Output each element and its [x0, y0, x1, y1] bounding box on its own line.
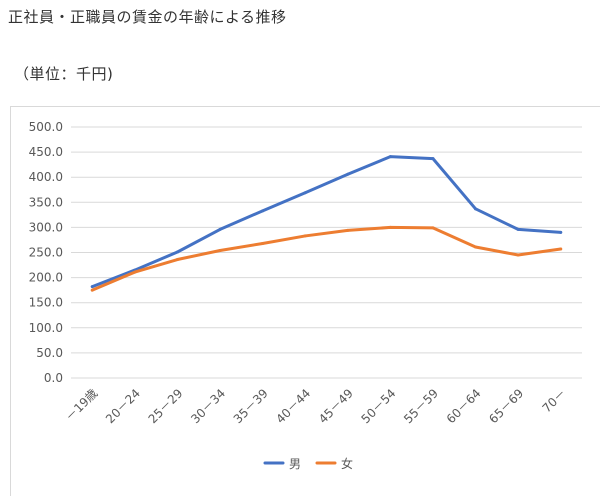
x-tick-label: 30－34 — [188, 386, 228, 426]
data-point — [474, 245, 478, 249]
y-tick-label: 200.0 — [29, 271, 63, 285]
data-point — [218, 227, 222, 231]
x-tick-label: 70－ — [540, 386, 569, 415]
y-tick-label: 250.0 — [29, 246, 63, 260]
y-tick-label: 50.0 — [36, 346, 63, 360]
data-point — [218, 248, 222, 252]
y-tick-label: 0.0 — [44, 371, 63, 385]
y-tick-label: 150.0 — [29, 296, 63, 310]
data-point — [346, 172, 350, 176]
data-point — [474, 207, 478, 211]
y-tick-label: 450.0 — [29, 145, 63, 159]
legend-label: 女 — [341, 456, 353, 471]
data-point — [516, 253, 520, 257]
x-tick-label: －19歳 — [63, 386, 101, 424]
x-tick-label: 50－54 — [359, 386, 399, 426]
data-point — [90, 285, 94, 289]
data-point — [388, 155, 392, 159]
data-point — [388, 225, 392, 229]
data-point — [133, 270, 137, 274]
data-point — [303, 234, 307, 238]
data-point — [175, 258, 179, 262]
x-tick-label: 45－49 — [316, 386, 356, 426]
x-tick-label: 25－29 — [146, 386, 186, 426]
data-point — [431, 157, 435, 161]
data-point — [516, 227, 520, 231]
x-tick-label: 65－69 — [486, 386, 526, 426]
legend-label: 男 — [289, 457, 301, 471]
y-tick-label: 400.0 — [29, 170, 63, 184]
y-tick-label: 350.0 — [29, 195, 63, 209]
x-tick-label: 40－44 — [273, 386, 313, 426]
chart-panel: 500.0 450.0 400.0 350.0 300.0 250.0 200.0 150.0… — [10, 106, 600, 496]
data-point — [559, 230, 563, 234]
y-tick-label: 300.0 — [29, 220, 63, 234]
x-tick-label: 55－59 — [401, 386, 441, 426]
x-tick-label: 35－39 — [231, 386, 271, 426]
series-line-1 — [90, 155, 563, 289]
data-point — [559, 247, 563, 251]
data-point — [346, 228, 350, 232]
data-point — [431, 226, 435, 230]
data-point — [261, 241, 265, 245]
line-chart: 500.0 450.0 400.0 350.0 300.0 250.0 200.0 150.0… — [29, 120, 582, 471]
data-point — [175, 250, 179, 254]
x-tick-label: 60－64 — [444, 386, 484, 426]
page-title: 正社員・正職員の賃金の年齢による推移 — [8, 8, 287, 26]
y-tick-label: 500.0 — [29, 120, 63, 134]
data-point — [261, 209, 265, 213]
y-tick-label: 100.0 — [29, 321, 63, 335]
data-point — [303, 191, 307, 195]
series-line-2 — [90, 225, 563, 292]
unit-note: （単位：千円) — [14, 65, 114, 83]
data-point — [90, 288, 94, 292]
x-tick-label: 20－24 — [103, 386, 143, 426]
